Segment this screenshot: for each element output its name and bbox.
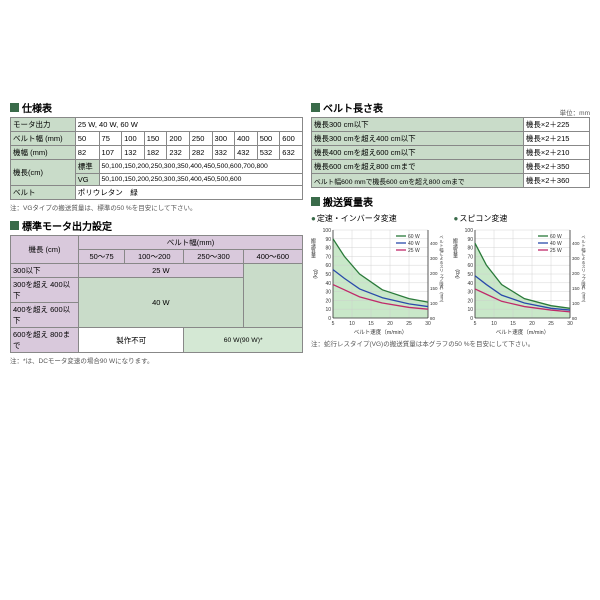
svg-text:50: 50 (325, 272, 331, 278)
svg-text:40 W: 40 W (408, 241, 420, 247)
svg-text:90: 90 (468, 237, 474, 243)
svg-text:100: 100 (465, 228, 474, 234)
svg-text:300: 300 (430, 256, 438, 261)
svg-text:25 W: 25 W (408, 248, 420, 254)
svg-text:150: 150 (430, 286, 438, 291)
svg-text:20: 20 (468, 298, 474, 304)
svg-text:60: 60 (468, 263, 474, 269)
svg-text:70: 70 (325, 254, 331, 260)
spec-r0-val: 25 W, 40 W, 60 W (75, 118, 302, 132)
svg-text:60 W: 60 W (550, 234, 562, 240)
svg-text:搬送質量: 搬送質量 (453, 237, 458, 259)
mass-note: 注：蛇行レスタイプ(VG)の搬送質量は本グラフの50 %を目安にして下さい。 (311, 338, 590, 348)
beltlen-title: ベルト長さ表 (311, 100, 383, 115)
svg-text:80: 80 (468, 246, 474, 252)
svg-text:400: 400 (572, 241, 580, 246)
svg-text:25: 25 (549, 321, 555, 327)
svg-text:ベルト速度（m/min）: ベルト速度（m/min） (496, 328, 549, 336)
spec-r2-label: 機幅 (mm) (11, 146, 76, 160)
svg-text:ベルト幅によるスリップ限界（mm）: ベルト幅によるスリップ限界（mm） (439, 235, 445, 305)
svg-text:100: 100 (572, 301, 580, 306)
svg-text:15: 15 (511, 321, 517, 327)
svg-text:40: 40 (468, 281, 474, 287)
svg-text:60: 60 (325, 263, 331, 269)
svg-text:90: 90 (325, 237, 331, 243)
spec-table: モータ出力25 W, 40 W, 60 W ベルト幅 (mm) 50751001… (10, 117, 303, 200)
svg-text:5: 5 (332, 321, 335, 327)
svg-text:0: 0 (471, 316, 474, 322)
svg-text:400: 400 (430, 241, 438, 246)
svg-text:70: 70 (468, 254, 474, 260)
spec-title: 仕様表 (10, 100, 303, 115)
spec-r0-label: モータ出力 (11, 118, 76, 132)
svg-text:30: 30 (425, 321, 431, 327)
svg-text:25: 25 (406, 321, 412, 327)
svg-text:200: 200 (572, 271, 580, 276)
svg-text:0: 0 (328, 316, 331, 322)
svg-text:40: 40 (325, 281, 331, 287)
svg-text:80: 80 (572, 316, 578, 321)
motor-table: 機長 (cm)ベルト幅(mm) 50〜75100〜200250〜300400〜6… (10, 235, 303, 353)
svg-text:20: 20 (325, 298, 331, 304)
svg-text:150: 150 (572, 286, 580, 291)
svg-text:200: 200 (430, 271, 438, 276)
svg-text:10: 10 (325, 307, 331, 313)
svg-text:80: 80 (325, 246, 331, 252)
svg-text:30: 30 (568, 321, 574, 327)
svg-text:(kg): (kg) (455, 269, 461, 279)
svg-text:5: 5 (474, 321, 477, 327)
svg-text:ベルト速度（m/min）: ベルト速度（m/min） (354, 328, 407, 336)
spec-r4-label: ベルト (11, 186, 76, 200)
svg-text:20: 20 (530, 321, 536, 327)
svg-text:15: 15 (368, 321, 374, 327)
mass-title: 搬送質量表 (311, 194, 590, 209)
svg-text:(kg): (kg) (313, 269, 319, 279)
svg-text:300: 300 (572, 256, 580, 261)
svg-text:100: 100 (430, 301, 438, 306)
svg-text:100: 100 (323, 228, 332, 234)
chart2-title: スピコン変速 (453, 213, 590, 224)
svg-text:80: 80 (430, 316, 436, 321)
svg-text:搬送質量: 搬送質量 (311, 237, 316, 259)
motor-title: 標準モータ出力設定 (10, 218, 303, 233)
svg-text:50: 50 (468, 272, 474, 278)
svg-text:30: 30 (325, 290, 331, 296)
chart1: 5101520253001020304050607080901008010015… (311, 226, 446, 336)
chart2: 5101520253001020304050607080901008010015… (453, 226, 588, 336)
spec-note: 注：VGタイプの搬送質量は、標準の50 %を目安にして下さい。 (10, 202, 303, 212)
svg-text:10: 10 (492, 321, 498, 327)
svg-text:40 W: 40 W (550, 241, 562, 247)
svg-text:60 W: 60 W (408, 234, 420, 240)
motor-note: 注：*は、DCモータ変速の場合90 Wになります。 (10, 355, 303, 365)
svg-text:20: 20 (387, 321, 393, 327)
chart1-title: 定速・インバータ変速 (311, 213, 448, 224)
svg-text:25 W: 25 W (550, 248, 562, 254)
spec-r1-label: ベルト幅 (mm) (11, 132, 76, 146)
svg-text:10: 10 (468, 307, 474, 313)
svg-text:30: 30 (468, 290, 474, 296)
beltlen-unit: 単位：mm (560, 107, 590, 117)
svg-text:ベルト幅によるスリップ限界（mm）: ベルト幅によるスリップ限界（mm） (581, 235, 587, 305)
spec-r3-label: 機長(cm) (11, 160, 76, 186)
beltlen-table: 機長300 cm以下機長×2＋225 機長300 cmを超え400 cm以下機長… (311, 117, 590, 188)
svg-text:10: 10 (349, 321, 355, 327)
